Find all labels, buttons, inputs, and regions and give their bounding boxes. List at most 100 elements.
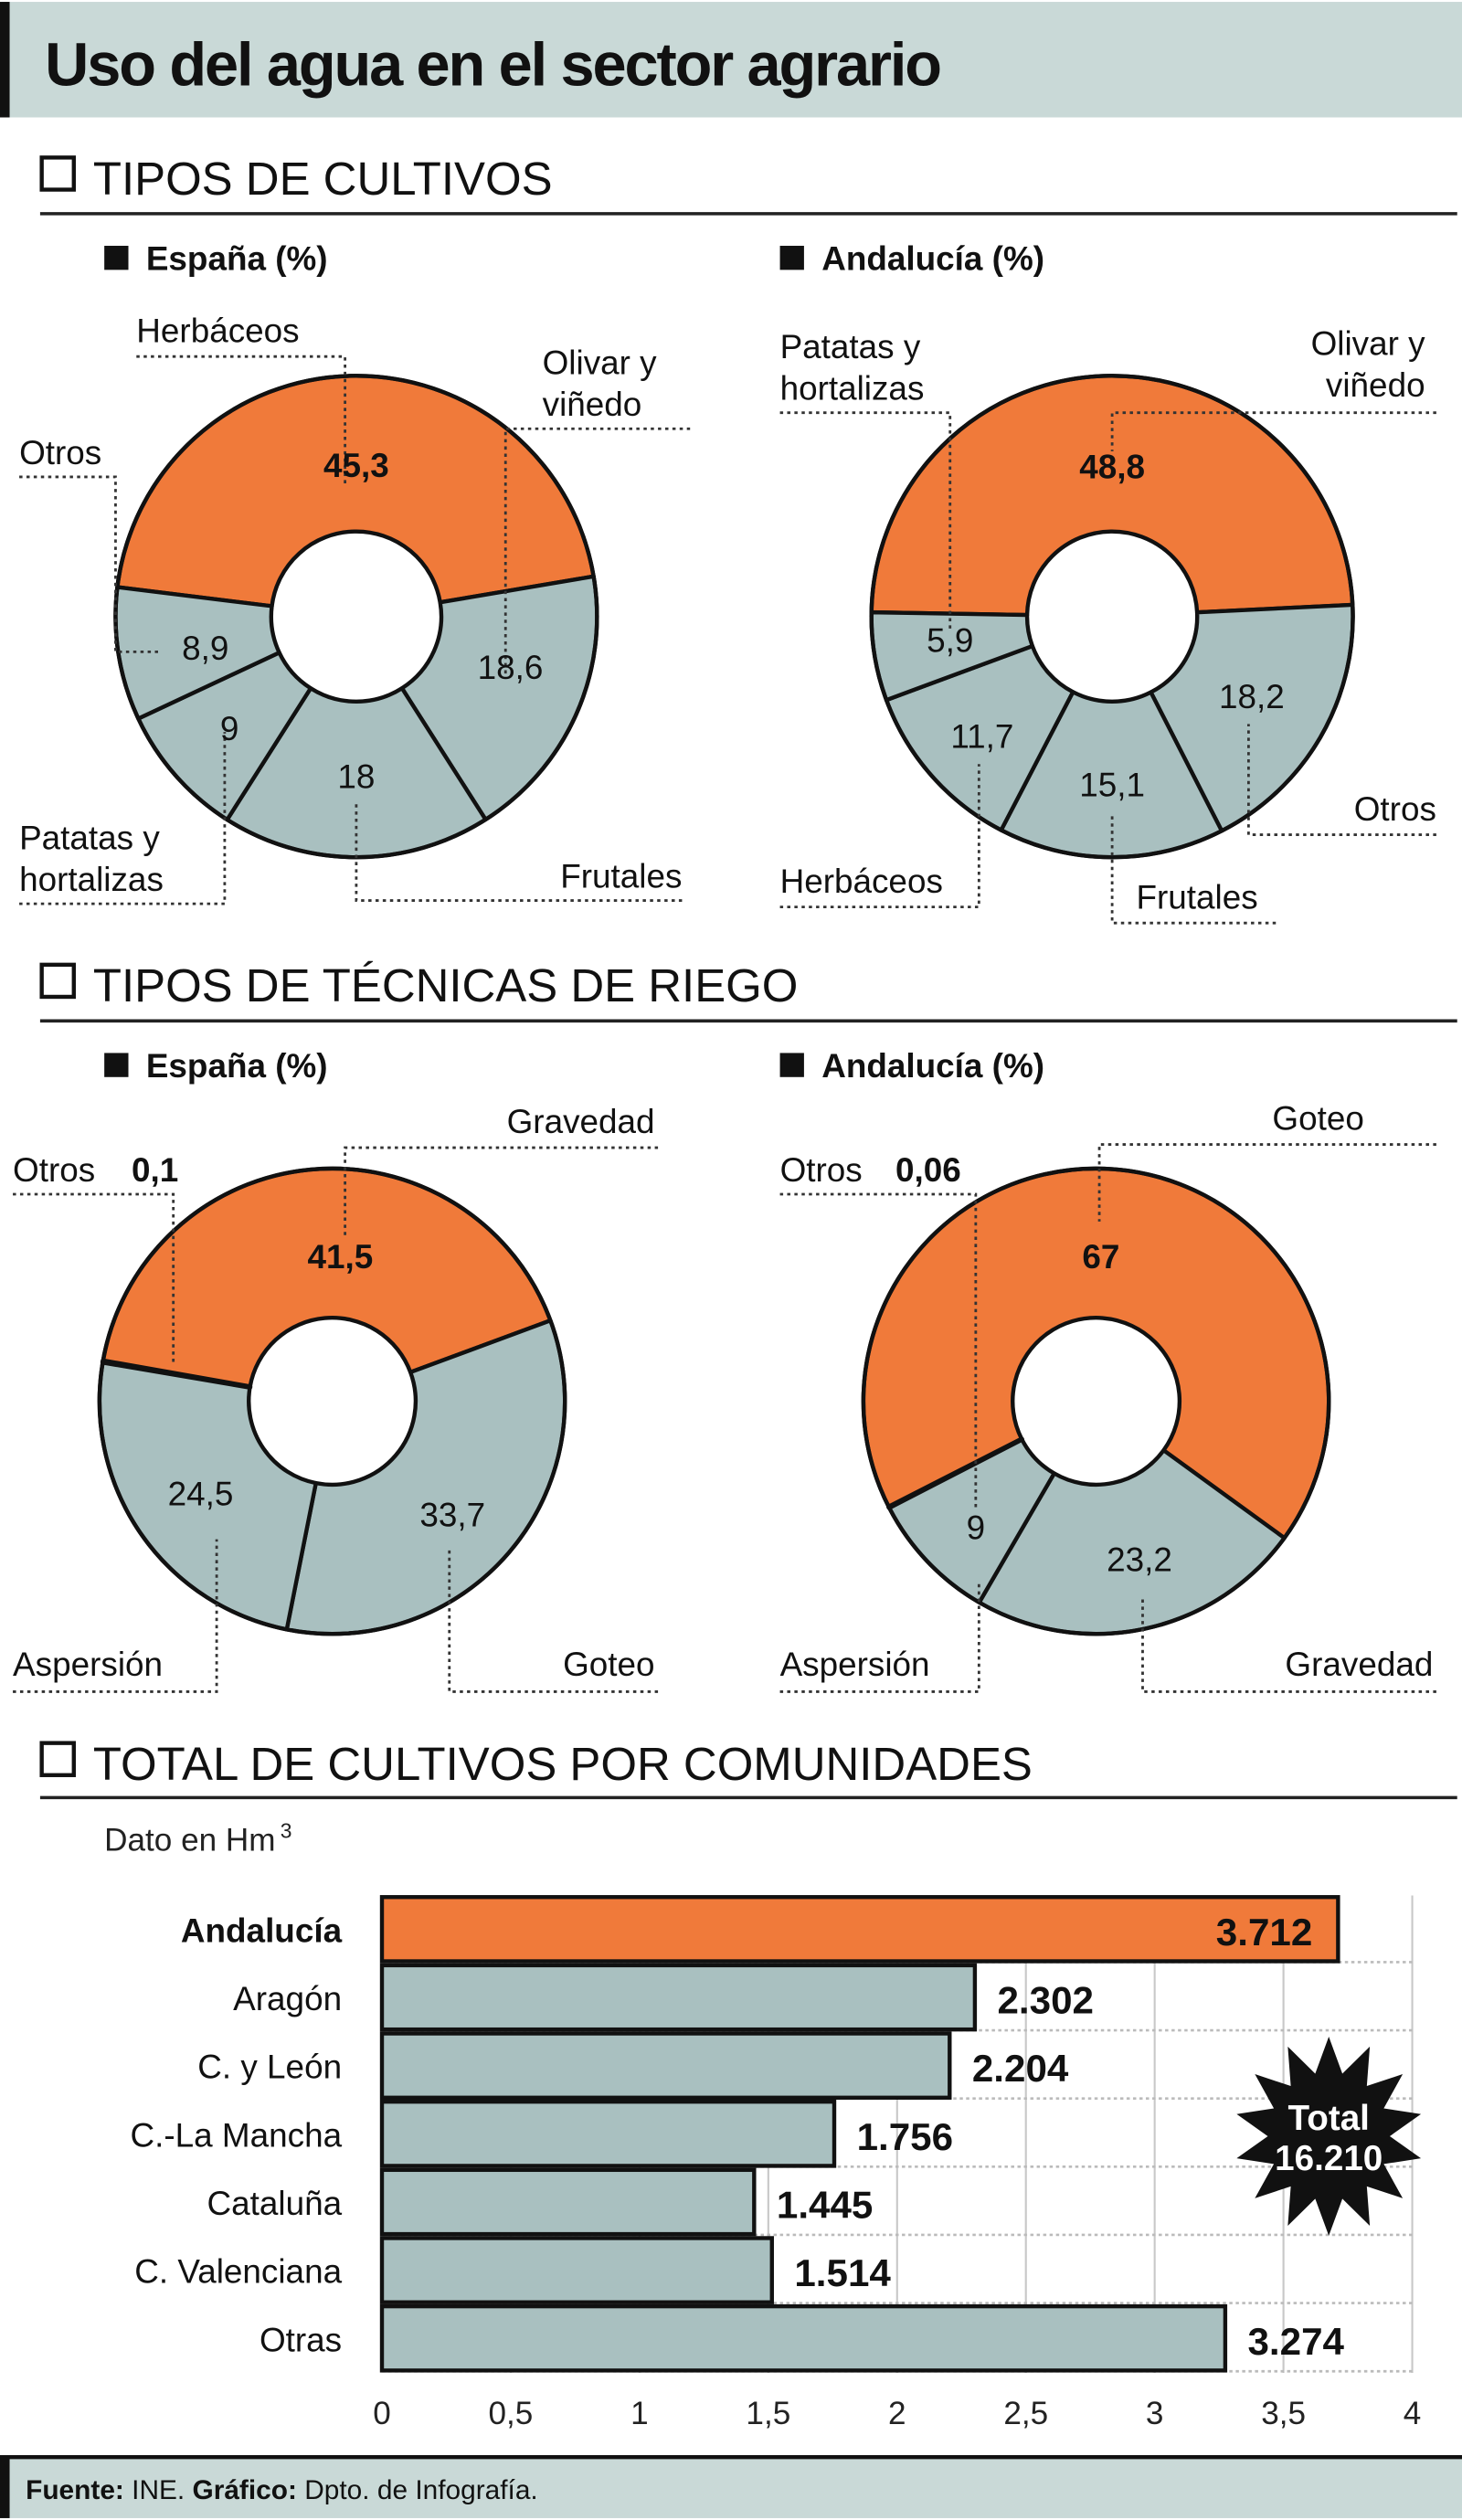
bar-value-label: 1.514 — [794, 2251, 891, 2294]
slice-label: Gravedad — [1285, 1646, 1433, 1683]
slice-label-line: Olivar y — [1311, 324, 1426, 362]
chart-title: España (%) — [146, 1047, 328, 1085]
slice-label-line: Aspersión — [780, 1646, 930, 1683]
slice-value: 41,5 — [307, 1238, 373, 1276]
slice-label-line: Otros — [13, 1151, 95, 1189]
slice-label-line: Otros — [780, 1151, 863, 1189]
category-label: C.-La Mancha — [130, 2116, 342, 2154]
slice-label-line: Gravedad — [507, 1103, 655, 1140]
donut-slice — [869, 374, 1355, 618]
donut-chart: Andalucía (%) Goteo 67 Gravedad 23,2 Aspersió… — [779, 1047, 1436, 1693]
leader-line — [503, 427, 691, 676]
donut-outline — [869, 374, 1355, 860]
page-title: Uso del agua en el sector agrario — [45, 31, 940, 99]
unit-label: Dato en Hm 3 — [104, 1818, 291, 1858]
category-label: Andalucía — [181, 1911, 343, 1949]
legend-square-icon — [779, 1053, 804, 1077]
bar — [379, 2099, 837, 2168]
leader-line — [13, 1539, 218, 1693]
bar-value-label: 3.712 — [1216, 1911, 1312, 1954]
leader-line — [1110, 411, 1436, 451]
slice-label-line: Goteo — [563, 1646, 654, 1683]
slice-label: Otros — [13, 1151, 95, 1189]
footer-accent — [0, 2457, 10, 2518]
slice-label-line: Frutales — [1136, 878, 1257, 916]
slice-value: 18,6 — [478, 649, 544, 686]
slice-label: Patatas y hortalizas — [780, 328, 925, 408]
slice-label-line: Otros — [1354, 790, 1436, 828]
slice-label-line: Herbáceos — [136, 312, 299, 349]
donut-outline — [97, 1166, 567, 1636]
chart-title: Andalucía (%) — [821, 239, 1044, 277]
x-tick-label: 3,5 — [1261, 2396, 1306, 2431]
leader-line — [355, 804, 683, 902]
donut-chart: España (%) Gravedad 41,5 Goteo 33,7 Aspersión… — [13, 1047, 659, 1693]
source-label: Fuente: — [26, 2475, 124, 2505]
x-tick-label: 1 — [630, 2396, 649, 2431]
slice-label: Olivar y viñedo — [1311, 324, 1426, 404]
section-title: TOTAL DE CULTIVOS POR COMUNIDADES — [93, 1738, 1033, 1790]
section-box-icon — [39, 155, 76, 192]
header-band — [0, 2, 1462, 118]
section-box-icon — [39, 1741, 76, 1777]
slice-value: 8,9 — [182, 630, 228, 667]
bar-value-label: 3.274 — [1247, 2320, 1344, 2363]
slice-value: 67 — [1082, 1238, 1119, 1276]
bar — [379, 2167, 757, 2237]
slice-value: 18,2 — [1219, 678, 1285, 715]
bar-value-label: 2.204 — [972, 2047, 1069, 2090]
slice-value: 5,9 — [927, 621, 973, 659]
category-label: Cataluña — [207, 2185, 342, 2222]
graphic-credit: Dpto. de Infografía. — [304, 2475, 537, 2505]
bar-value-label: 1.445 — [777, 2184, 873, 2227]
slice-label-line: Gravedad — [1285, 1646, 1433, 1683]
slice-label: Otros — [780, 1151, 863, 1189]
slice-value: 9 — [220, 710, 239, 747]
leader-line — [13, 1192, 175, 1366]
slice-label-line: viñedo — [543, 386, 642, 423]
header-accent — [0, 2, 10, 118]
bar-value-label: 1.756 — [857, 2115, 953, 2158]
donut-chart: España (%) Herbáceos 45,3 Olivar y viñedo 18,… — [19, 239, 691, 905]
slice-label-line: viñedo — [1326, 366, 1425, 404]
slice-value: 11,7 — [950, 718, 1013, 756]
slice-label-line: Herbáceos — [780, 863, 943, 900]
bar — [379, 2303, 1228, 2373]
slice-label: Gravedad — [507, 1103, 655, 1140]
slice-label: Patatas y hortalizas — [19, 819, 164, 898]
x-tick-label: 4 — [1404, 2396, 1422, 2431]
slice-label-line: Patatas y — [780, 328, 921, 365]
category-label: C. Valenciana — [134, 2253, 342, 2291]
leader-line — [779, 1192, 978, 1510]
legend-square-icon — [779, 246, 804, 270]
legend-square-icon — [104, 1053, 129, 1077]
section-cultivos: TIPOS DE CULTIVOS — [39, 153, 1457, 216]
slice-label: Frutales — [560, 858, 682, 895]
slice-value: 24,5 — [168, 1476, 234, 1513]
source: INE. — [132, 2475, 185, 2505]
footer-band — [0, 2457, 1462, 2518]
chart-title: España (%) — [146, 239, 328, 277]
badge-line1: Total — [1288, 2099, 1370, 2138]
leader-line — [779, 764, 980, 909]
x-tick-label: 0 — [373, 2396, 391, 2431]
slice-label: Otros — [19, 434, 101, 471]
slice-label: Olivar y viñedo — [543, 344, 658, 424]
badge-line2: 16.210 — [1275, 2139, 1383, 2178]
slice-value: 0,1 — [132, 1151, 178, 1189]
slice-label: Goteo — [563, 1646, 654, 1683]
bar — [379, 1963, 978, 2032]
leader-line — [19, 475, 161, 653]
slice-value: 9 — [967, 1509, 986, 1547]
section-comunidades: TOTAL DE CULTIVOS POR COMUNIDADES — [39, 1738, 1457, 1800]
x-tick-label: 1,5 — [746, 2396, 790, 2431]
section-title: TIPOS DE TÉCNICAS DE RIEGO — [93, 959, 799, 1011]
unit-superscript: 3 — [281, 1818, 292, 1842]
slice-value: 23,2 — [1107, 1541, 1172, 1579]
section-title: TIPOS DE CULTIVOS — [93, 153, 553, 205]
donut-slice — [115, 374, 596, 609]
slice-label-line: Goteo — [1272, 1100, 1363, 1138]
